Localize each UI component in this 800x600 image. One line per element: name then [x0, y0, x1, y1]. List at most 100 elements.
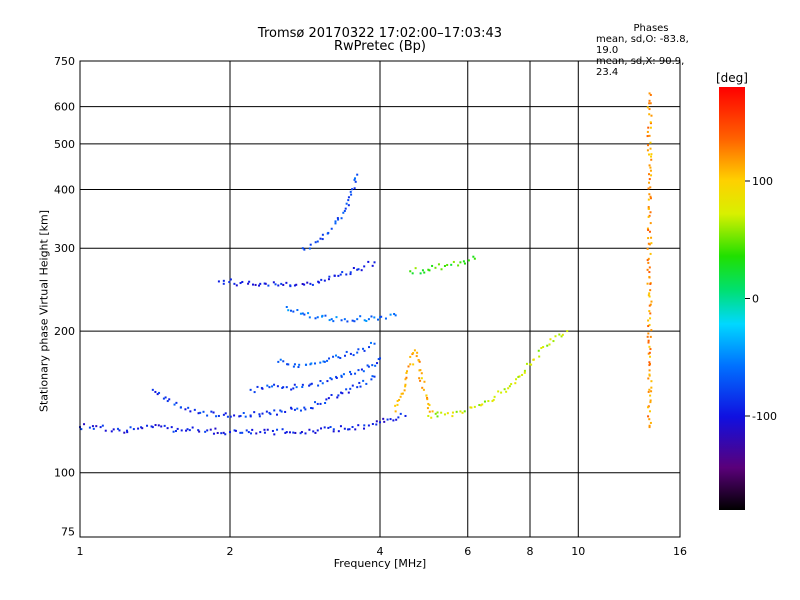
scatter-point: [354, 180, 357, 183]
scatter-point: [187, 406, 190, 409]
scatter-point: [340, 375, 343, 378]
scatter-point: [282, 283, 285, 286]
scatter-point: [222, 282, 225, 285]
scatter-point: [427, 414, 430, 417]
scatter-point: [340, 374, 343, 377]
scatter-point: [282, 360, 285, 363]
scatter-point: [233, 429, 236, 432]
scatter-point: [649, 121, 652, 124]
scatter-point: [356, 173, 359, 176]
scatter-point: [473, 405, 476, 408]
scatter-point: [649, 355, 652, 358]
scatter-point: [357, 268, 360, 271]
scatter-point: [416, 351, 419, 354]
scatter-point: [362, 370, 365, 373]
scatter-point: [301, 383, 304, 386]
scatter-point: [356, 268, 359, 271]
scatter-point: [650, 386, 653, 389]
scatter-point: [342, 373, 345, 376]
scatter-point: [546, 344, 549, 347]
colorbar-tick-labels: 100 0 -100: [745, 175, 777, 423]
scatter-point: [343, 427, 346, 430]
scatter-point: [648, 276, 651, 279]
scatter-point: [332, 428, 335, 431]
scatter-point: [649, 394, 652, 397]
colorbar: [719, 87, 745, 510]
scatter-point: [151, 426, 154, 429]
scatter-point: [360, 368, 363, 371]
scatter-point: [650, 158, 653, 161]
scatter-point: [141, 427, 144, 430]
scatter-point: [552, 340, 555, 343]
scatter-point: [440, 411, 443, 414]
scatter-point: [393, 312, 396, 315]
scatter-point: [357, 369, 360, 372]
scatter-point: [184, 408, 187, 411]
scatter-point: [407, 365, 410, 368]
scatter-point: [285, 306, 288, 309]
scatter-point: [649, 303, 652, 306]
x-tick-label: 2: [227, 545, 234, 558]
scatter-point: [491, 400, 494, 403]
scatter-point: [413, 349, 416, 352]
scatter-point: [451, 411, 454, 414]
scatter-point: [150, 425, 153, 428]
scatter-point: [307, 312, 310, 315]
scatter-point: [285, 386, 288, 389]
scatter-point: [319, 380, 322, 383]
scatter-point: [245, 429, 248, 432]
scatter-point: [647, 377, 650, 380]
scatter-point: [425, 394, 428, 397]
scatter-point: [649, 312, 652, 315]
scatter-point: [647, 207, 650, 210]
scatter-point: [357, 348, 360, 351]
scatter-point: [255, 432, 258, 435]
scatter-point: [137, 427, 140, 430]
scatter-point: [164, 396, 167, 399]
scatter-point: [316, 240, 319, 243]
scatter-point: [217, 414, 220, 417]
scatter-point: [648, 361, 651, 364]
scatter-point: [351, 319, 354, 322]
scatter-point: [347, 391, 350, 394]
scatter-point: [234, 429, 237, 432]
scatter-point: [404, 414, 407, 417]
scatter-point: [648, 426, 651, 429]
scatter-point: [457, 264, 460, 267]
scatter-point: [647, 198, 650, 201]
scatter-point: [647, 261, 650, 264]
scatter-point: [537, 349, 540, 352]
scatter-point: [367, 260, 370, 263]
scatter-point: [235, 284, 238, 287]
scatter-point: [358, 381, 361, 384]
scatter-point: [344, 354, 347, 357]
scatter-point: [80, 428, 83, 431]
scatter-point: [428, 269, 431, 272]
scatter-point: [434, 412, 437, 415]
scatter-point: [386, 418, 389, 421]
scatter-point: [470, 406, 473, 409]
scatter-point: [404, 383, 407, 386]
scatter-point: [284, 410, 287, 413]
scatter-point: [244, 415, 247, 418]
scatter-point: [422, 388, 425, 391]
scatter-point: [649, 147, 652, 150]
scatter-point: [337, 430, 340, 433]
scatter-point: [336, 217, 339, 220]
scatter-point: [174, 430, 177, 433]
scatter-point: [353, 178, 356, 181]
scatter-point: [405, 372, 408, 375]
scatter-point: [268, 386, 271, 389]
scatter-point: [332, 320, 335, 323]
scatter-point: [360, 269, 363, 272]
scatter-point: [295, 386, 298, 389]
scatter-point: [175, 401, 178, 404]
scatter-point: [354, 428, 357, 431]
scatter-point: [418, 360, 421, 363]
scatter-point: [329, 377, 332, 380]
scatter-point: [325, 398, 328, 401]
scatter-point: [273, 409, 276, 412]
scatter-point: [428, 410, 431, 413]
scatter-point: [646, 335, 649, 338]
